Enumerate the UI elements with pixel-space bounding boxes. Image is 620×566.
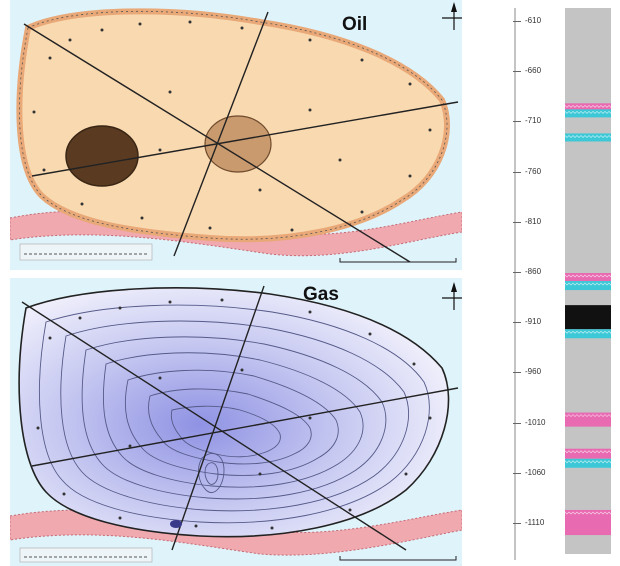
- depth-tick-label: -810: [525, 216, 542, 226]
- oil-dark-zone: [65, 125, 139, 187]
- log-interval-texture: [564, 282, 614, 286]
- depth-tick-label: -960: [525, 367, 542, 377]
- depth-tick: [513, 272, 521, 273]
- gas-scale-bar: [339, 556, 457, 561]
- log-interval-texture: [564, 135, 614, 138]
- log-intervals: [564, 103, 614, 536]
- oil-light-zone: [204, 115, 272, 173]
- depth-tick-label: -610: [525, 16, 542, 25]
- gas-profile-line-3: [31, 387, 459, 467]
- gas-profile-line-2: [171, 285, 265, 551]
- gas-map-title: Gas: [303, 284, 339, 305]
- log-interval-texture: [564, 450, 614, 454]
- log-interval-texture: [564, 460, 614, 464]
- log-interval-texture: [564, 330, 614, 334]
- gas-field-outline: [18, 287, 450, 538]
- depth-tick: [513, 121, 521, 123]
- oil-profile-line-3: [31, 101, 459, 177]
- oil-profile-line-2: [173, 11, 269, 257]
- depth-tick: [513, 523, 521, 524]
- gas-profile-line-1: [21, 301, 407, 551]
- depth-tick: [513, 422, 521, 424]
- log-interval-texture: [564, 511, 614, 515]
- oil-legend-box: [19, 243, 153, 261]
- gas-north-arrow-icon: [442, 282, 462, 310]
- log-interval-texture: [564, 414, 614, 418]
- log-interval-oil-gas: [565, 412, 611, 427]
- oil-scale-bar: [339, 258, 457, 263]
- gas-map-canvas: [10, 278, 462, 566]
- depth-log: [514, 8, 614, 560]
- depth-tick: [513, 71, 521, 73]
- oil-map-title: Oil: [342, 14, 368, 35]
- log-interval-oil-gas: [565, 103, 611, 111]
- oil-map-canvas: [10, 0, 462, 270]
- log-interval-texture: [564, 105, 614, 108]
- log-interval-oil-gas: [565, 509, 611, 536]
- gas-map: Gas: [10, 278, 462, 566]
- depth-tick: [513, 21, 521, 22]
- oil-map: Oil: [10, 0, 462, 270]
- log-interval-texture: [564, 274, 614, 278]
- depth-tick-label: -710: [525, 116, 542, 126]
- gas-legend-box: [19, 547, 153, 563]
- log-interval-water: [565, 109, 611, 118]
- depth-tick-label: -760: [525, 166, 542, 176]
- log-interval-water: [565, 329, 611, 339]
- log-interval-coal: [565, 305, 611, 330]
- log-interval-oil-gas: [565, 273, 611, 282]
- oil-north-arrow-icon: [442, 2, 462, 30]
- log-interval-texture: [564, 111, 614, 114]
- depth-tick: [513, 171, 521, 173]
- depth-tick-label: -660: [525, 66, 542, 76]
- depth-tick-label: -1110: [525, 518, 545, 527]
- log-interval-water: [565, 133, 611, 142]
- oil-wells: [32, 20, 432, 232]
- depth-tick-label: -1010: [525, 417, 546, 427]
- depth-tick: [513, 322, 521, 324]
- depth-tick: [513, 472, 521, 474]
- depth-tick: [513, 372, 521, 374]
- gas-wells: [36, 298, 432, 530]
- depth-tick-label: -1060: [525, 467, 546, 477]
- log-interval-water: [565, 458, 611, 468]
- log-interval-water: [565, 281, 611, 291]
- depth-tick-label: -860: [525, 267, 542, 276]
- gas-well-cluster: [170, 520, 182, 528]
- log-interval-oil-gas: [565, 448, 611, 459]
- depth-tick-label: -910: [525, 317, 542, 327]
- depth-tick: [513, 221, 521, 223]
